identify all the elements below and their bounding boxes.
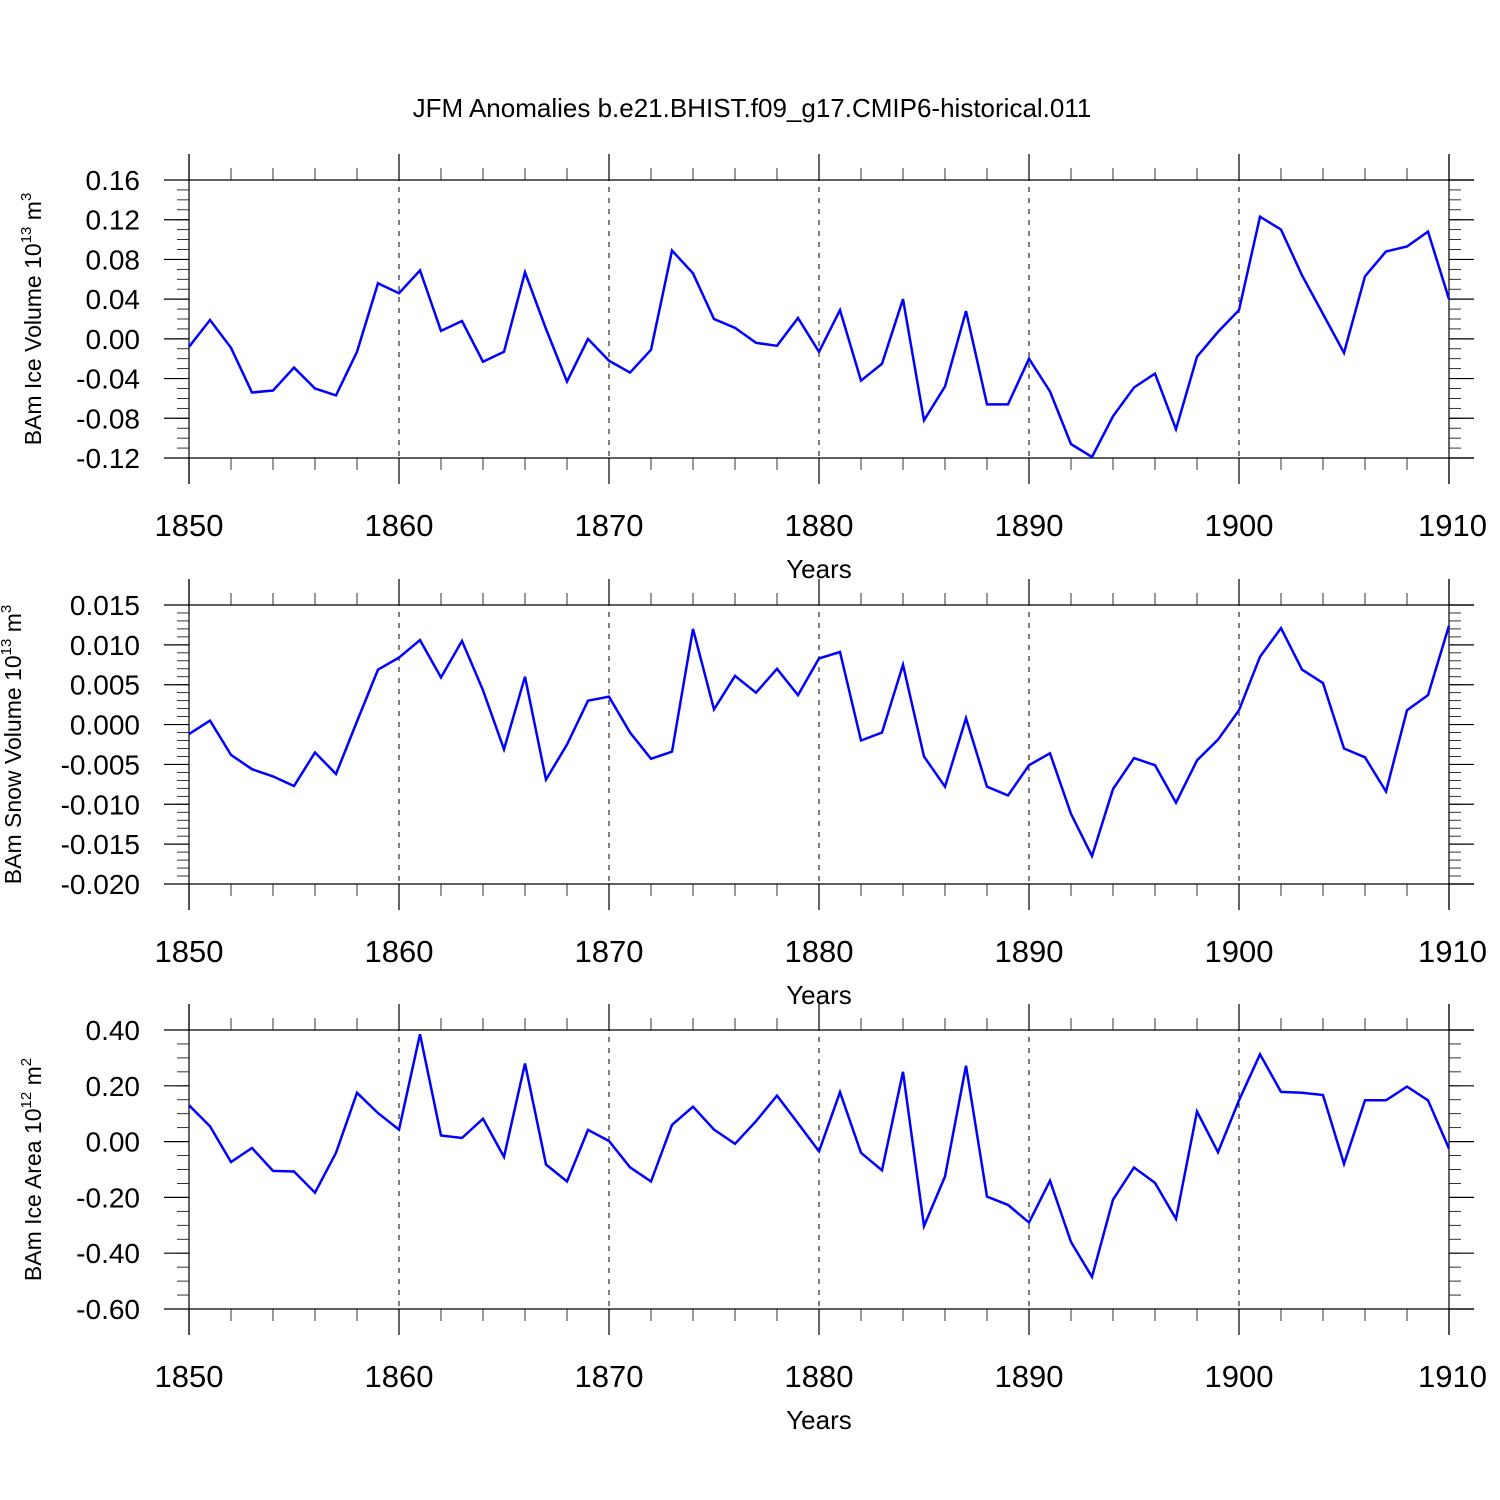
y-tick-label: 0.04 — [86, 284, 141, 315]
x-tick-label: 1860 — [365, 1359, 434, 1394]
x-axis-label: Years — [786, 1405, 852, 1435]
x-tick-label: 1860 — [365, 508, 434, 543]
y-tick-label: 0.08 — [86, 244, 141, 275]
series-line — [188, 1033, 1451, 1281]
chart-title: JFM Anomalies b.e21.BHIST.f09_g17.CMIP6-… — [413, 93, 1092, 123]
x-tick-label: 1890 — [995, 934, 1064, 969]
y-axis-label: BAm Snow Volume 1013 m3 — [0, 605, 26, 884]
series-line — [188, 214, 1451, 459]
x-tick-label: 1850 — [155, 508, 224, 543]
y-tick-label: -0.04 — [76, 364, 140, 395]
x-tick-label: 1890 — [995, 1359, 1064, 1394]
y-tick-label: -0.20 — [76, 1182, 140, 1213]
chart-panel-1: -0.12 -0.08 -0.04 0.00 0.04 0.08 0.12 0.16 1850 1… — [18, 154, 1487, 584]
y-tick-label: -0.40 — [76, 1238, 140, 1269]
y-tick-label: 0.16 — [86, 165, 141, 196]
y-axis-label: BAm Ice Volume 1013 m3 — [18, 193, 46, 446]
y-tick-label: 0.010 — [70, 630, 140, 661]
x-tick-label: 1850 — [155, 1359, 224, 1394]
chart-panel-3: -0.60 -0.40 -0.20 0.00 0.20 0.40 1850 1860 1870 1… — [18, 1004, 1487, 1435]
x-tick-label: 1870 — [575, 1359, 644, 1394]
y-tick-label: 0.20 — [86, 1071, 141, 1102]
x-tick-label: 1880 — [785, 1359, 854, 1394]
x-tick-label: 1900 — [1205, 934, 1274, 969]
y-tick-label: 0.40 — [86, 1015, 141, 1046]
x-tick-label: 1850 — [155, 934, 224, 969]
x-tick-label: 1910 — [1418, 934, 1487, 969]
y-tick-label: 0.015 — [70, 590, 140, 621]
x-tick-label: 1910 — [1418, 508, 1487, 543]
x-tick-label: 1870 — [575, 934, 644, 969]
x-tick-label: 1860 — [365, 934, 434, 969]
x-tick-label: 1880 — [785, 934, 854, 969]
y-tick-label: 0.005 — [70, 670, 140, 701]
y-tick-label: -0.60 — [76, 1294, 140, 1325]
chart-panels: -0.12 -0.08 -0.04 0.00 0.04 0.08 0.12 0.16 1850 1… — [0, 154, 1487, 1435]
x-tick-label: 1890 — [995, 508, 1064, 543]
y-tick-label: 0.000 — [70, 710, 140, 741]
y-tick-label: -0.010 — [61, 789, 140, 820]
x-tick-label: 1910 — [1418, 1359, 1487, 1394]
y-tick-label: 0.12 — [86, 205, 141, 236]
x-tick-label: 1870 — [575, 508, 644, 543]
y-tick-label: -0.020 — [61, 869, 140, 900]
y-tick-label: -0.12 — [76, 443, 140, 474]
x-tick-label: 1900 — [1205, 508, 1274, 543]
y-tick-label: -0.005 — [61, 749, 140, 780]
series-line — [188, 625, 1451, 860]
y-tick-label: -0.08 — [76, 403, 140, 434]
chart-panel-2: -0.020 -0.015 -0.010 -0.005 0.000 0.005 0.010 0… — [0, 579, 1487, 1010]
y-tick-label: -0.015 — [61, 829, 140, 860]
y-tick-label: 0.00 — [86, 1127, 141, 1158]
x-tick-label: 1900 — [1205, 1359, 1274, 1394]
y-tick-label: 0.00 — [86, 324, 141, 355]
y-axis-label: BAm Ice Area 1012 m2 — [18, 1058, 46, 1281]
x-tick-label: 1880 — [785, 508, 854, 543]
